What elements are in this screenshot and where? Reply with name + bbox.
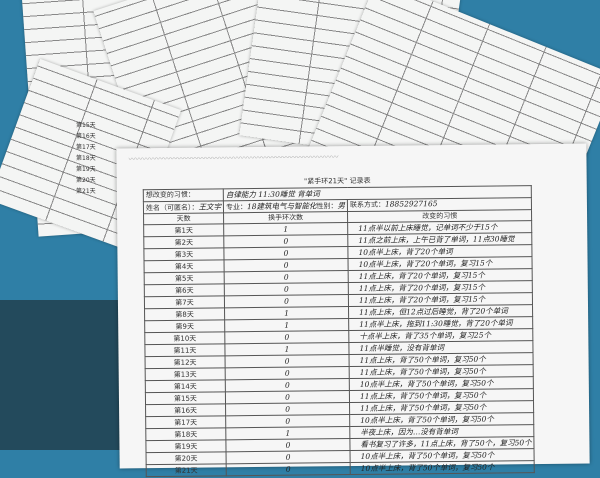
bg-label: 第15天 xyxy=(76,122,96,129)
gender-label: 性别： xyxy=(316,201,338,210)
name-label: 姓名（可匿名）： xyxy=(145,203,199,212)
day-cell: 第20天 xyxy=(146,452,227,465)
bg-label: 第18天 xyxy=(76,155,96,162)
bg-label: 第20天 xyxy=(76,177,96,184)
day-cell: 第9天 xyxy=(144,320,225,333)
day-cell: 第19天 xyxy=(145,440,227,453)
count-cell: 0 xyxy=(226,462,351,477)
day-cell: 第2天 xyxy=(143,236,224,249)
dark-background-area xyxy=(0,300,130,450)
gender-value: 男 xyxy=(337,200,346,210)
day-cell: 第8天 xyxy=(144,308,225,321)
note-cell: 10点半上床，背了50个单词，复习50个 xyxy=(350,460,535,475)
contact-label: 联系方式： xyxy=(349,200,386,210)
bleed-through-writing: 〰〰〰〰〰〰〰〰〰〰〰〰〰〰〰〰〰〰〰〰〰〰〰〰〰〰〰〰〰〰 xyxy=(128,153,339,164)
day-cell: 第6天 xyxy=(144,284,225,297)
name-value: 王文宇 xyxy=(198,201,221,212)
record-sheet: 〰〰〰〰〰〰〰〰〰〰〰〰〰〰〰〰〰〰〰〰〰〰〰〰〰〰〰〰〰〰 "紧手环21天" … xyxy=(116,143,590,477)
day-cell: 第10天 xyxy=(144,332,225,345)
major-value: 18建筑电气与智能化 xyxy=(246,200,317,211)
bg-label: 第16天 xyxy=(76,133,96,140)
major-label: 专业： xyxy=(225,202,247,211)
day-cell: 第16天 xyxy=(145,404,226,417)
bg-label: 第19天 xyxy=(76,166,96,173)
day-cell: 第3天 xyxy=(143,248,225,261)
day-cell: 第5天 xyxy=(144,272,225,285)
day-cell: 第4天 xyxy=(144,260,225,273)
day-cell: 第21天 xyxy=(146,464,227,477)
day-cell: 第1天 xyxy=(143,224,224,237)
day-cell: 第7天 xyxy=(144,296,225,309)
bg-label: 第17天 xyxy=(76,144,96,151)
bg-label: 第21天 xyxy=(76,188,96,195)
day-cell: 第13天 xyxy=(145,368,226,381)
habit-label: 想改变的习惯： xyxy=(143,188,224,202)
day-cell: 第11天 xyxy=(144,344,226,357)
col-day: 天数 xyxy=(143,212,224,225)
background-day-labels: 第15天 第16天 第17天 第18天 第19天 第20天 第21天 xyxy=(76,120,96,197)
contact-value: 18852927165 xyxy=(384,199,438,209)
day-cell: 第18天 xyxy=(145,428,226,441)
day-cell: 第17天 xyxy=(145,416,226,429)
day-cell: 第14天 xyxy=(145,380,226,393)
day-cell: 第12天 xyxy=(145,356,226,369)
record-table: "紧手环21天" 记录表 想改变的习惯： 自律能力 11:30睡觉 背单词 姓名（… xyxy=(143,174,535,477)
day-cell: 第15天 xyxy=(145,392,226,405)
